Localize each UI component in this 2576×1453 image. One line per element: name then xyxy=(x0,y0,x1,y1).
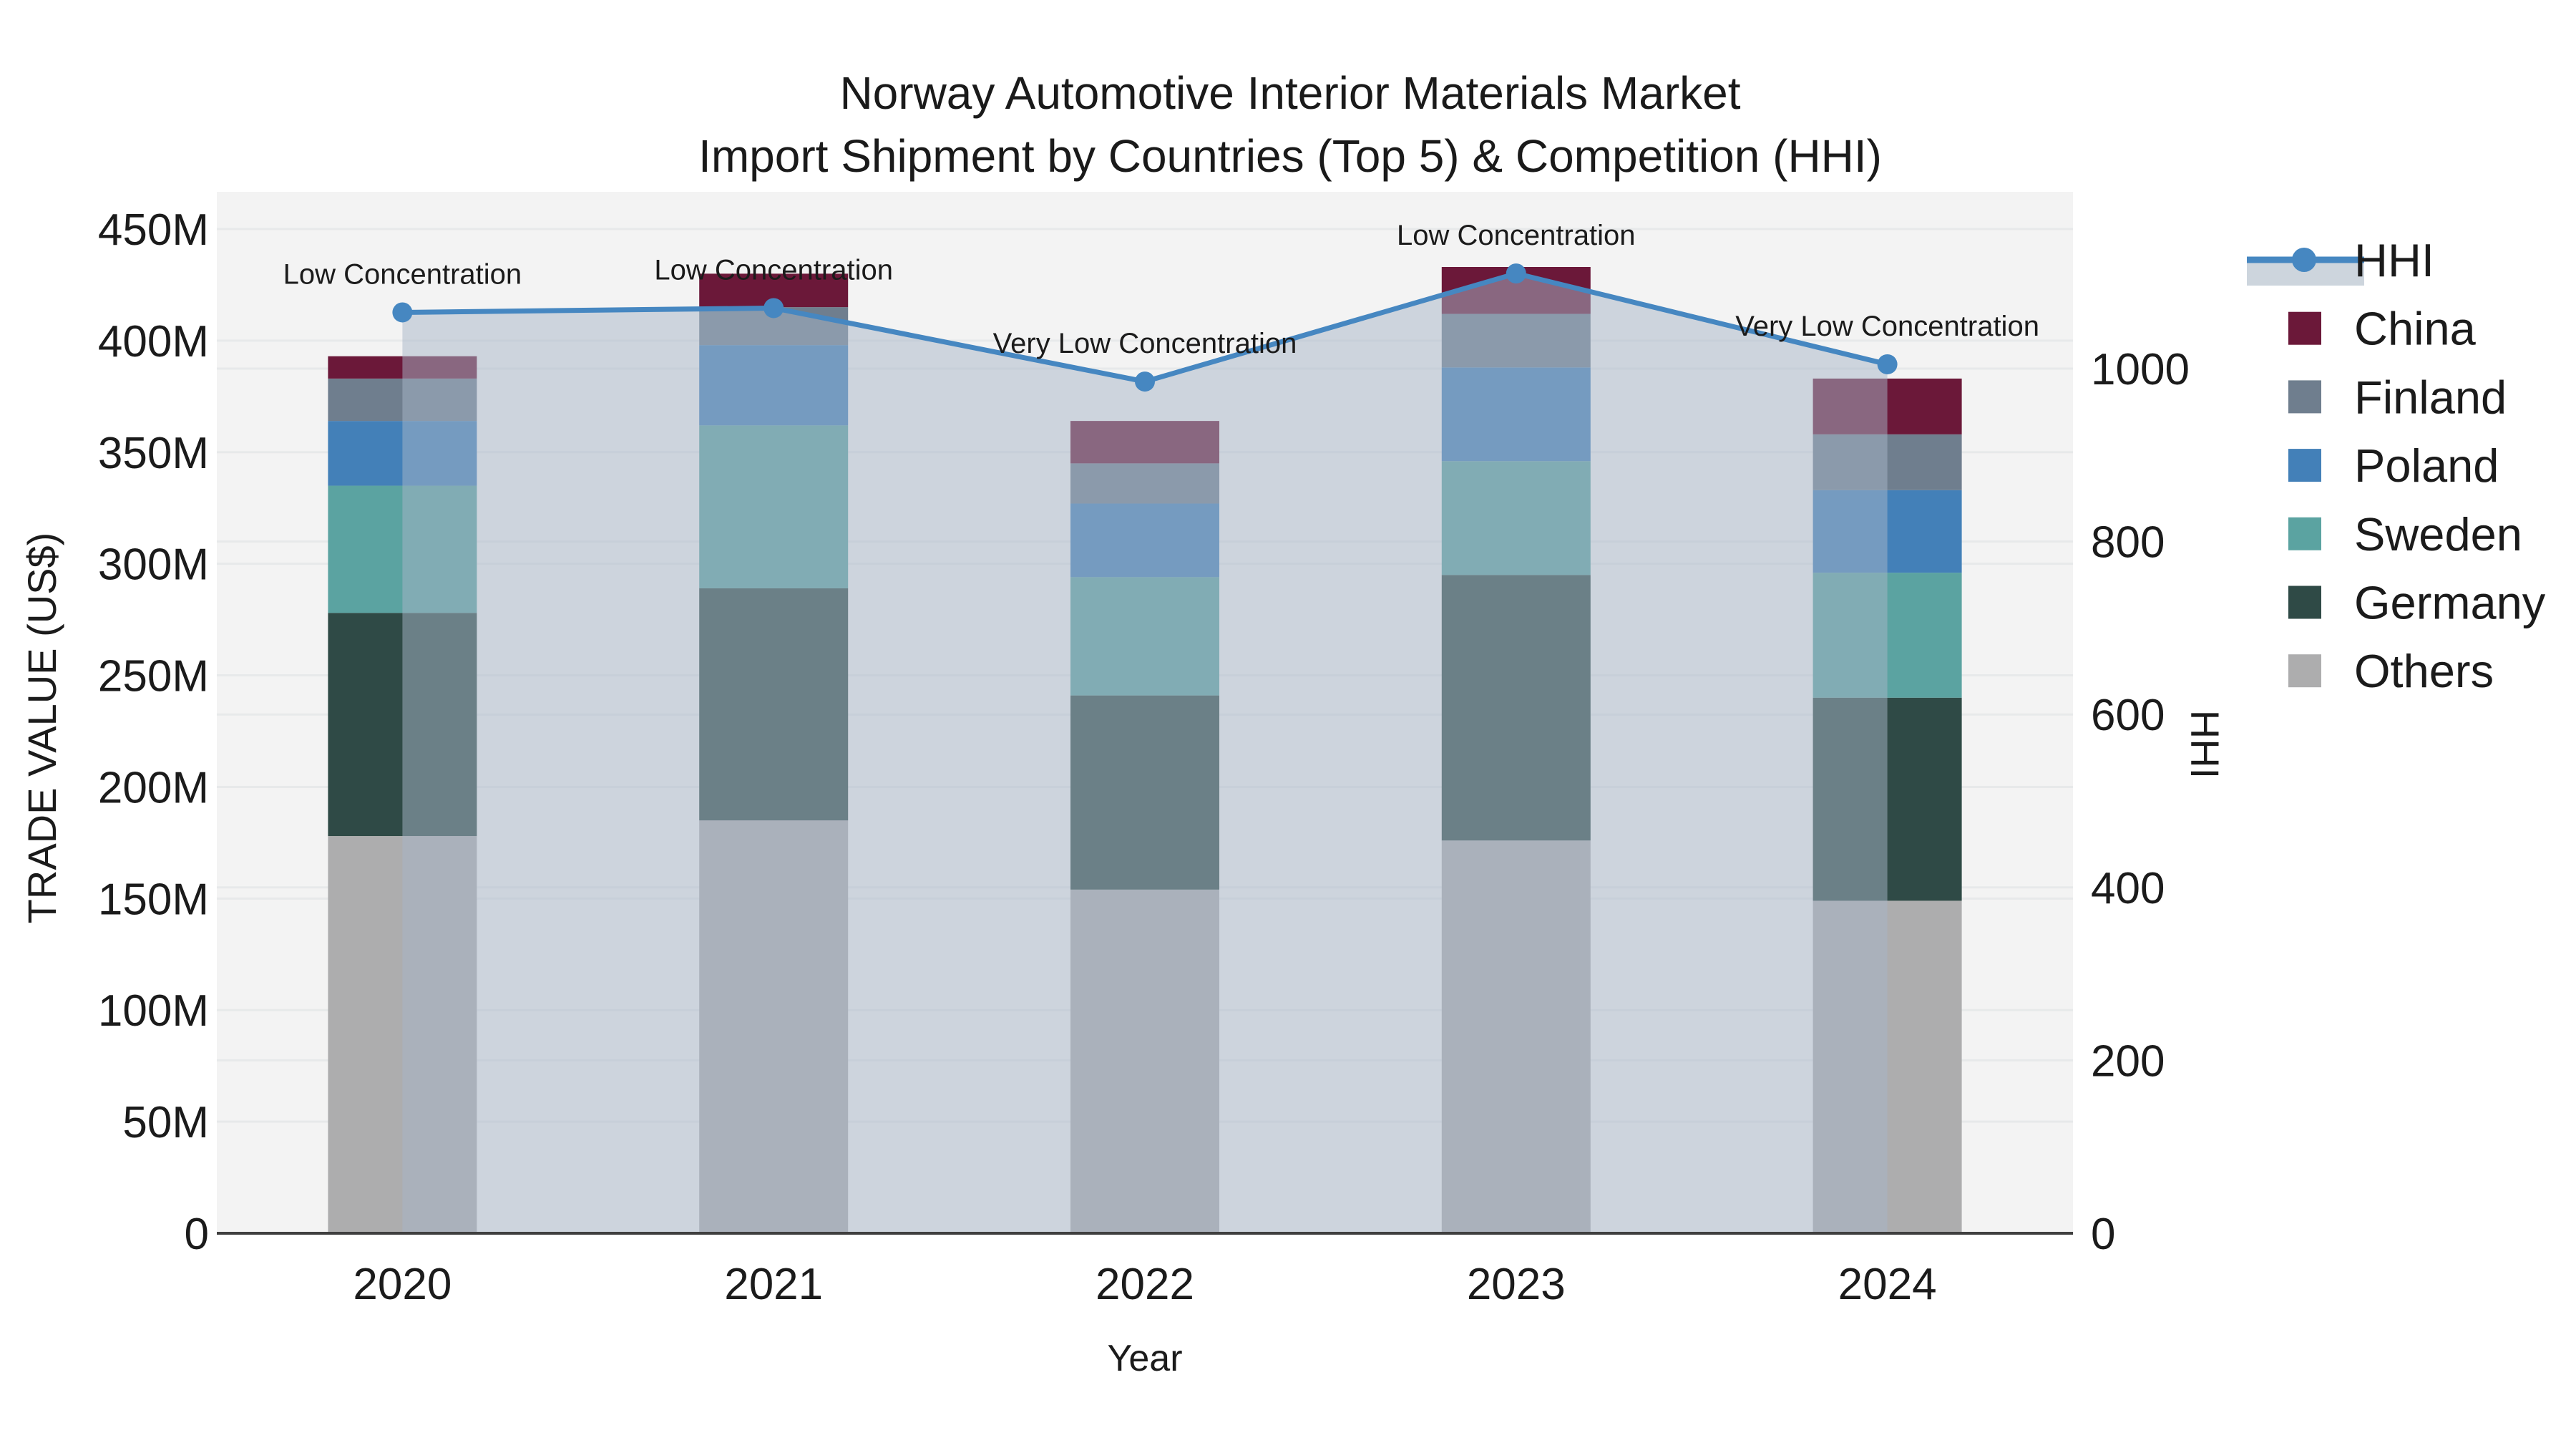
y-left-tick-100M: 100M xyxy=(98,986,209,1036)
hhi-marker-2022 xyxy=(1135,371,1155,392)
legend-swatch-sweden xyxy=(2288,517,2321,550)
legend-item-china[interactable]: China xyxy=(2288,303,2477,355)
annotation-2023: Low Concentration xyxy=(1397,220,1636,251)
legend-label-finland: Finland xyxy=(2354,371,2507,423)
legend-label-hhi: HHI xyxy=(2354,234,2434,286)
legend-item-finland[interactable]: Finland xyxy=(2288,371,2507,423)
legend-label-china: China xyxy=(2354,303,2477,355)
hhi-area-fill xyxy=(402,273,1888,1233)
hhi-marker-2020 xyxy=(392,302,413,323)
hhi-marker-2024 xyxy=(1877,354,1898,374)
legend-label-poland: Poland xyxy=(2354,439,2499,492)
y-right-tick-0: 0 xyxy=(2091,1210,2115,1259)
x-tick-2023: 2023 xyxy=(1467,1260,1566,1309)
legend-hhi-marker xyxy=(2292,248,2316,272)
legend-swatch-finland xyxy=(2288,380,2321,414)
y-left-tick-300M: 300M xyxy=(98,540,209,590)
y-right-tick-400: 400 xyxy=(2091,864,2165,913)
y-left-tick-0: 0 xyxy=(185,1210,209,1259)
y-right-tick-1000: 1000 xyxy=(2091,345,2190,394)
legend-label-germany: Germany xyxy=(2354,577,2546,629)
y-left-tick-450M: 450M xyxy=(98,205,209,255)
y-right-axis-title: HHI xyxy=(2182,710,2228,779)
annotation-2022: Very Low Concentration xyxy=(993,328,1297,359)
y-left-tick-350M: 350M xyxy=(98,429,209,478)
chart-title-line2: Import Shipment by Countries (Top 5) & C… xyxy=(698,130,1882,182)
annotation-2021: Low Concentration xyxy=(654,254,893,286)
y-right-tick-200: 200 xyxy=(2091,1036,2165,1086)
y-right-tick-600: 600 xyxy=(2091,691,2165,740)
plot-area: 0 50M 100M 150M 200M 250M 300M 350M 400M 450M 0 200… xyxy=(98,192,2546,1309)
legend-item-others[interactable]: Others xyxy=(2288,645,2494,697)
chart-title-line1: Norway Automotive Interior Materials Mar… xyxy=(839,67,1740,119)
annotation-2020: Low Concentration xyxy=(283,258,522,290)
x-tick-2024: 2024 xyxy=(1838,1260,1937,1309)
y-left-axis-title: TRADE VALUE (US$) xyxy=(19,533,64,924)
y-left-tick-50M: 50M xyxy=(122,1098,209,1147)
y-left-tick-200M: 200M xyxy=(98,763,209,812)
legend-label-sweden: Sweden xyxy=(2354,508,2522,560)
x-tick-2020: 2020 xyxy=(353,1260,452,1309)
annotation-2024: Very Low Concentration xyxy=(1735,311,2039,342)
hhi-marker-2021 xyxy=(763,298,784,319)
y-left-tick-150M: 150M xyxy=(98,875,209,924)
legend-item-germany[interactable]: Germany xyxy=(2288,577,2546,629)
y-right-tick-800: 800 xyxy=(2091,518,2165,568)
legend-item-sweden[interactable]: Sweden xyxy=(2288,508,2522,560)
legend-swatch-poland xyxy=(2288,449,2321,482)
legend-label-others: Others xyxy=(2354,645,2494,697)
legend-item-hhi[interactable]: HHI xyxy=(2247,234,2434,286)
legend-swatch-others xyxy=(2288,654,2321,688)
y-left-tick-250M: 250M xyxy=(98,652,209,701)
hhi-marker-2023 xyxy=(1506,263,1526,284)
x-axis-title: Year xyxy=(1107,1338,1182,1379)
legend-swatch-germany xyxy=(2288,585,2321,619)
legend-swatch-china xyxy=(2288,311,2321,345)
x-tick-2021: 2021 xyxy=(724,1260,823,1309)
y-left-tick-400M: 400M xyxy=(98,317,209,366)
legend-item-poland[interactable]: Poland xyxy=(2288,439,2499,492)
x-tick-2022: 2022 xyxy=(1096,1260,1194,1309)
